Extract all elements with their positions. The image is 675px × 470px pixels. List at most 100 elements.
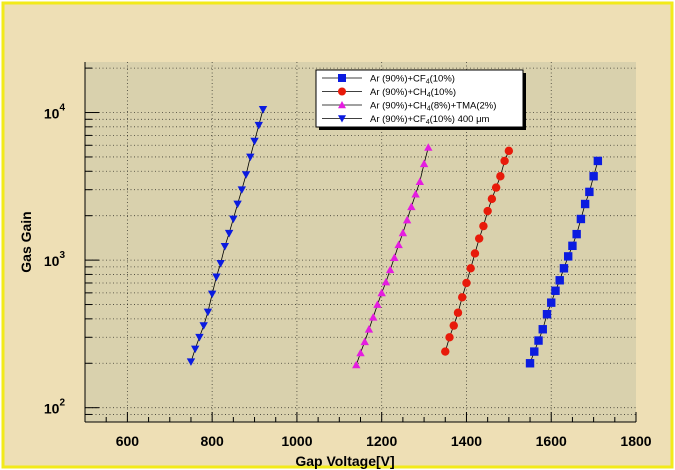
legend: Ar (90%)+CF4(10%)Ar (90%)+CH4(10%) Ar (90… (315, 69, 526, 130)
legend-shadow (319, 127, 526, 130)
data-point (470, 249, 480, 258)
x-tick-label: 600 (116, 433, 140, 449)
series-3 (352, 143, 433, 369)
data-point (360, 337, 369, 346)
data-point (246, 153, 255, 162)
legend-marker (338, 87, 346, 96)
data-point (390, 253, 399, 261)
data-point (474, 234, 484, 243)
series-2 (441, 146, 514, 356)
data-point (237, 186, 247, 194)
data-point (572, 229, 581, 239)
data-point (191, 345, 200, 354)
x-tick-label: 1200 (366, 433, 397, 449)
data-point (559, 264, 569, 273)
data-point (203, 308, 213, 317)
axes: 600 800 1000 1200 1400 1600 1800 102 103 104 (44, 62, 652, 449)
data-point (402, 215, 412, 224)
data-point (415, 177, 425, 186)
y-axis-title: Gas Gain (18, 211, 34, 272)
data-point (589, 172, 598, 181)
series-4 (186, 106, 268, 366)
data-point (466, 264, 475, 273)
data-point (199, 322, 208, 330)
data-point (373, 300, 382, 308)
x-tick-label: 1800 (620, 433, 651, 449)
data-point (195, 333, 204, 342)
data-point (453, 308, 463, 317)
data-point (377, 288, 386, 297)
data-point (407, 202, 416, 211)
data-point (500, 156, 509, 166)
data-point (254, 121, 263, 130)
legend-entry: Ar (90%)+CH4(10%) (322, 87, 456, 99)
data-point (258, 106, 268, 114)
data-point (220, 242, 230, 251)
data-point (224, 229, 234, 238)
data-point (479, 221, 488, 231)
y-tick-label: 102 (44, 398, 66, 417)
data-point (496, 172, 505, 181)
data-point (547, 298, 556, 307)
data-point (576, 214, 586, 224)
data-point (542, 310, 552, 319)
data-point (419, 159, 429, 168)
data-point (593, 156, 603, 166)
data-point (563, 252, 573, 261)
data-point (555, 276, 564, 285)
legend-entry: Ar (90%)+CF4(10%) (322, 74, 455, 86)
legend-entry: Ar (90%)+CH4(8%)+TMA(2%) (322, 101, 496, 113)
data-point (530, 347, 539, 356)
data-point (487, 194, 497, 204)
legend-label: Ar (90%)+CH4(8%)+TMA(2%) (370, 101, 496, 113)
data-point (551, 286, 560, 295)
data-point (369, 313, 378, 321)
data-point (381, 277, 391, 286)
series-line (444, 150, 510, 352)
data-point (458, 293, 467, 302)
grid-lines (85, 62, 636, 423)
series-1 (525, 156, 603, 368)
data-point (233, 200, 242, 209)
data-point (491, 183, 501, 192)
data-point (580, 199, 590, 209)
data-point (585, 187, 594, 197)
data-point (352, 360, 361, 369)
data-point (449, 321, 458, 330)
x-axis-title: Gap Voltage[V] (295, 453, 394, 469)
x-tick-label: 1400 (451, 433, 482, 449)
legend-marker (338, 101, 346, 109)
data-point (364, 325, 374, 333)
data-point (394, 240, 403, 249)
data-point (504, 146, 514, 156)
data-point (398, 228, 408, 237)
data-point (385, 265, 395, 274)
data-point (568, 241, 577, 251)
data-point (462, 278, 471, 288)
data-series (186, 106, 603, 369)
data-point (538, 325, 547, 334)
data-point (216, 260, 225, 268)
legend-marker (338, 115, 346, 123)
x-tick-label: 1000 (281, 433, 312, 449)
legend-label: Ar (90%)+CF4(10%) (370, 74, 455, 86)
data-point (229, 215, 238, 224)
x-tick-label: 800 (200, 433, 224, 449)
data-point (241, 171, 251, 179)
y-tick-label: 104 (44, 103, 66, 122)
legend-shadow (523, 73, 526, 130)
legend-entry: Ar (90%)+CF4(10%) 400 μm (322, 114, 490, 126)
legend-label: Ar (90%)+CH4(10%) (370, 87, 456, 99)
data-point (356, 348, 365, 357)
data-point (441, 347, 450, 356)
data-point (250, 137, 259, 146)
data-point (212, 273, 221, 282)
data-point (525, 359, 535, 368)
x-tick-label: 1600 (536, 433, 567, 449)
data-point (445, 333, 454, 342)
data-point (186, 358, 196, 366)
data-point (534, 336, 543, 345)
legend-label: Ar (90%)+CF4(10%) 400 μm (370, 114, 490, 126)
y-tick-label: 103 (44, 250, 66, 269)
